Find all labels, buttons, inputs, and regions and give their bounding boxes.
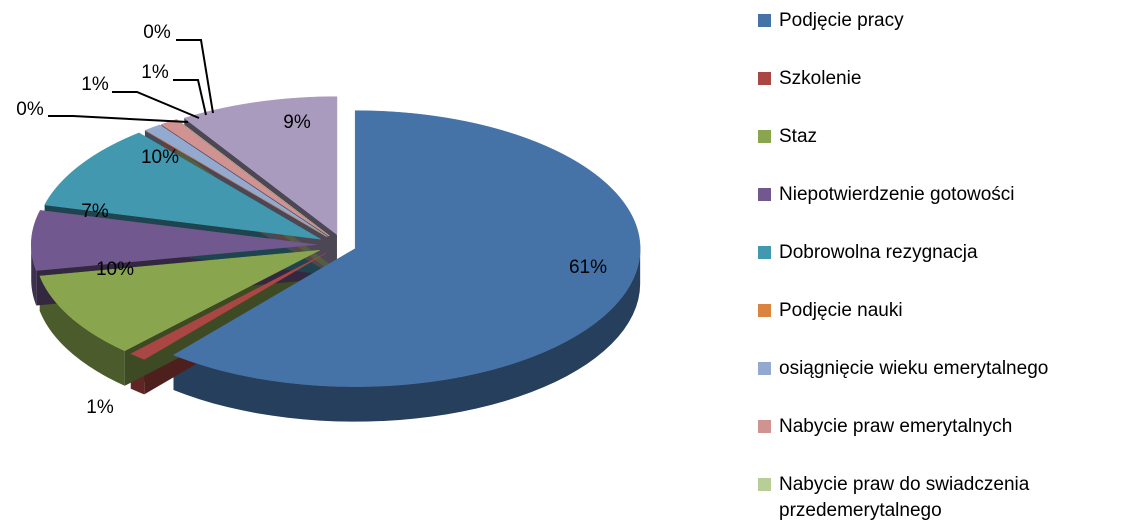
slice xyxy=(130,252,327,360)
data-label: 61% xyxy=(569,257,607,278)
legend-swatch xyxy=(758,304,771,317)
leader-line xyxy=(48,115,189,123)
legend-label: Szkolenie xyxy=(779,68,862,89)
slice xyxy=(145,124,328,237)
slice xyxy=(30,210,317,271)
data-label: 1% xyxy=(86,397,114,418)
data-label: 0% xyxy=(143,22,171,43)
legend-swatch xyxy=(758,130,771,143)
pie-area: 61% 1% 10% 7% 10% 0% 1% 1% 0% 9% xyxy=(16,22,641,422)
legend-label: Staz xyxy=(779,126,818,147)
legend-swatch xyxy=(758,14,771,27)
legend-swatch xyxy=(758,246,771,259)
leader-line xyxy=(176,39,214,114)
legend-label: Podjęcie nauki xyxy=(779,300,903,321)
legend-label: Podjęcie pracy xyxy=(779,10,904,31)
leader-line xyxy=(173,79,207,116)
slice xyxy=(176,119,330,237)
slice-side xyxy=(39,276,125,386)
legend-item: Staz xyxy=(758,124,1118,150)
slice xyxy=(44,132,321,240)
leader-line xyxy=(112,91,200,119)
legend-swatch xyxy=(758,188,771,201)
legend-swatch xyxy=(758,72,771,85)
legend-item: Nabycie praw do swiadczenia przedemeryta… xyxy=(758,472,1118,524)
legend-label: Dobrowolna rezygnacja xyxy=(779,242,978,263)
legend-label: Nabycie praw do swiadczenia przedemeryta… xyxy=(779,474,1030,521)
legend-item: Podjęcie nauki xyxy=(758,298,1118,324)
legend-swatch xyxy=(758,362,771,375)
legend-item: osiągnięcie wieku emerytalnego xyxy=(758,356,1118,382)
legend-item: Szkolenie xyxy=(758,66,1118,92)
legend-item: Podjęcie pracy xyxy=(758,8,1118,34)
data-label: 0% xyxy=(16,99,44,120)
legend-swatch xyxy=(758,478,771,491)
legend-item: Dobrowolna rezygnacja xyxy=(758,240,1118,266)
legend-swatch xyxy=(758,420,771,433)
data-label: 1% xyxy=(81,74,109,95)
data-label: 7% xyxy=(81,201,109,222)
slice-side xyxy=(31,244,37,306)
data-label: 10% xyxy=(141,147,179,168)
legend-item: Niepotwierdzenie gotowości xyxy=(758,182,1118,208)
slice xyxy=(183,96,338,236)
slice xyxy=(39,249,320,352)
data-label: 10% xyxy=(96,259,134,280)
legend-item: Nabycie praw emerytalnych xyxy=(758,414,1118,440)
data-label: 9% xyxy=(283,112,311,133)
data-label: 1% xyxy=(141,62,169,83)
legend-label: Niepotwierdzenie gotowości xyxy=(779,184,1015,205)
legend-label: Nabycie praw emerytalnych xyxy=(779,416,1013,437)
slice-side xyxy=(173,248,641,422)
legend-label: osiągnięcie wieku emerytalnego xyxy=(779,358,1049,379)
slice xyxy=(172,110,641,387)
